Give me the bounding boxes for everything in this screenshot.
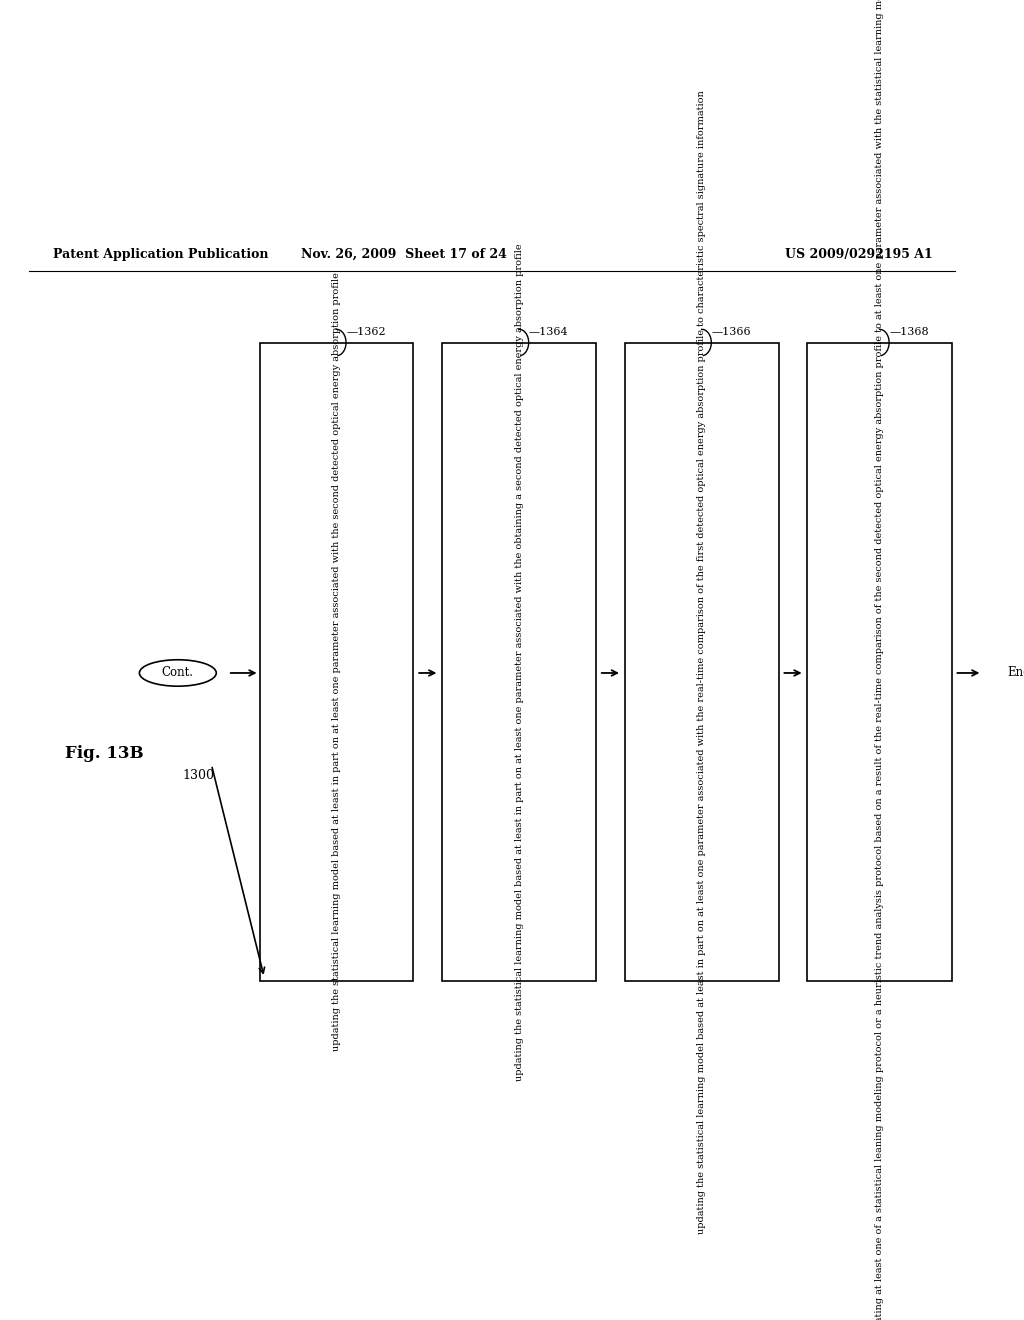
Bar <box>807 343 951 981</box>
Text: —1368: —1368 <box>889 326 929 337</box>
Text: Cont.: Cont. <box>162 667 194 680</box>
Text: —1366: —1366 <box>712 326 751 337</box>
Text: Nov. 26, 2009  Sheet 17 of 24: Nov. 26, 2009 Sheet 17 of 24 <box>301 248 507 261</box>
Bar <box>259 343 414 981</box>
Bar <box>625 343 778 981</box>
Text: —1362: —1362 <box>346 326 386 337</box>
Text: updating the statistical learning model based at least in part on at least one p: updating the statistical learning model … <box>514 243 523 1081</box>
Text: updating the statistical learning model based at least in part on at least one p: updating the statistical learning model … <box>697 90 707 1234</box>
Text: 1300: 1300 <box>182 770 215 783</box>
Text: —1364: —1364 <box>528 326 568 337</box>
Text: updating the statistical learning model based at least in part on at least one p: updating the statistical learning model … <box>332 272 341 1052</box>
Text: End: End <box>1007 667 1024 680</box>
Text: Fig. 13B: Fig. 13B <box>66 746 144 762</box>
Text: US 2009/0292195 A1: US 2009/0292195 A1 <box>784 248 933 261</box>
Text: activating at least one of a statistical leaning modeling protocol or a heuristi: activating at least one of a statistical… <box>876 0 884 1320</box>
Bar <box>442 343 596 981</box>
Text: Patent Application Publication: Patent Application Publication <box>53 248 268 261</box>
